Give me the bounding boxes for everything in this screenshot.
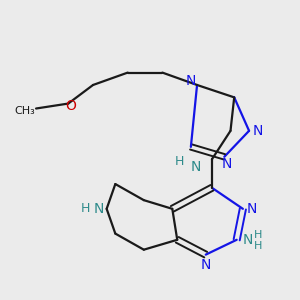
Text: N: N — [253, 124, 263, 138]
Text: N: N — [246, 202, 257, 216]
Text: N: N — [94, 202, 104, 216]
Text: O: O — [65, 99, 76, 113]
Text: N: N — [186, 74, 196, 88]
Text: H: H — [175, 155, 184, 168]
Text: N: N — [222, 157, 232, 171]
Text: CH₃: CH₃ — [14, 106, 35, 116]
Text: H: H — [81, 202, 90, 215]
Text: N: N — [243, 233, 253, 247]
Text: H: H — [254, 241, 262, 251]
Text: N: N — [190, 160, 201, 174]
Text: N: N — [200, 258, 211, 272]
Text: H: H — [254, 230, 262, 240]
